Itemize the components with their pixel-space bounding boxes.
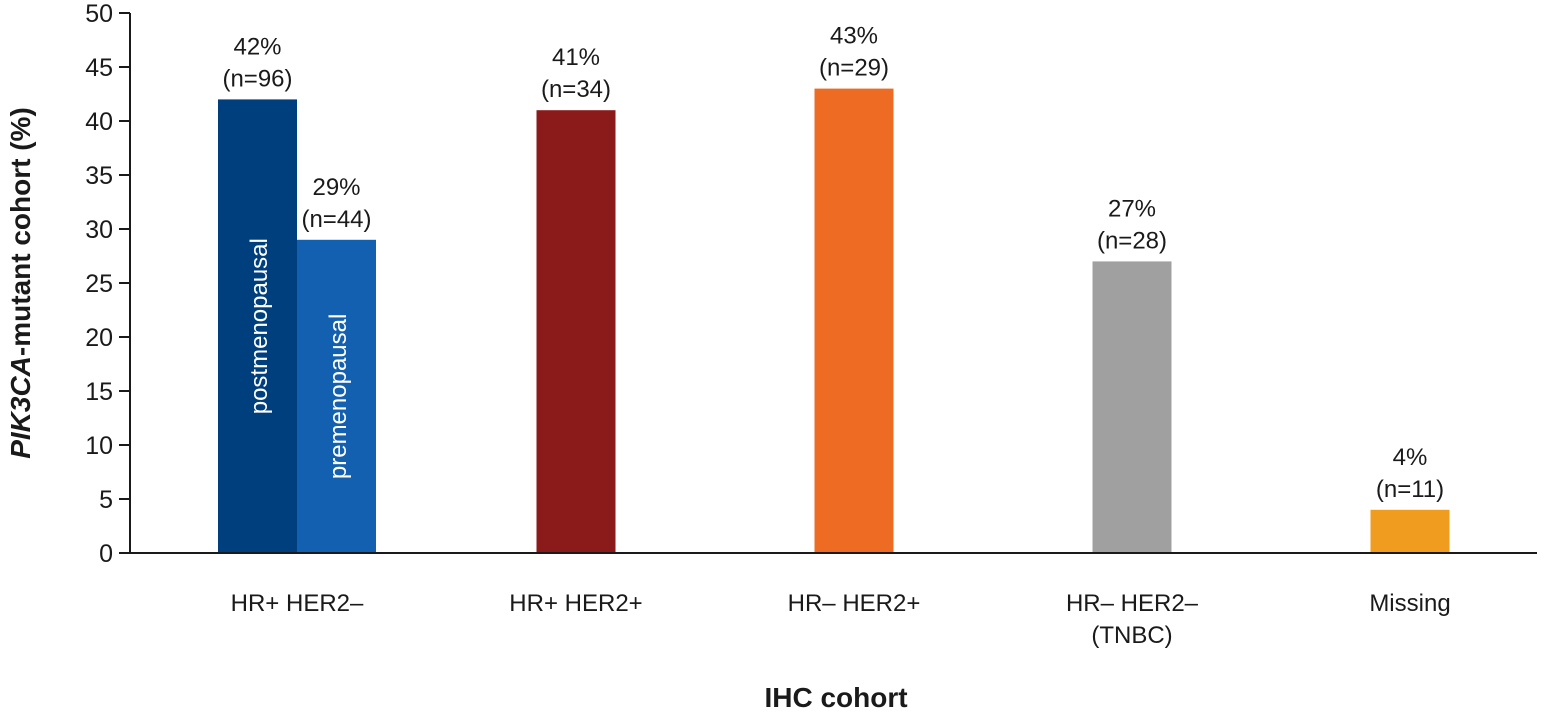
y-tick-label: 50 — [85, 0, 113, 28]
bar-n-label: (n=11) — [1376, 476, 1444, 503]
y-tick-label: 10 — [85, 432, 113, 460]
x-category-label: HR+ HER2– — [231, 590, 364, 617]
y-tick-label: 45 — [85, 54, 113, 82]
y-tick-label: 0 — [99, 540, 113, 568]
y-tick-label: 15 — [85, 378, 113, 406]
bar-percent-label: 42% — [233, 33, 281, 60]
bar-percent-label: 41% — [552, 44, 600, 71]
y-tick-label: 25 — [85, 270, 113, 298]
y-axis-title: PIK3CA-mutant cohort (%) — [5, 107, 36, 459]
x-axis-title: IHC cohort — [764, 682, 907, 712]
bar — [814, 88, 894, 553]
y-tick-label: 20 — [85, 324, 113, 352]
bar-n-label: (n=96) — [222, 65, 292, 92]
bar — [297, 239, 376, 554]
bar-percent-label: 29% — [312, 174, 360, 201]
bar — [536, 110, 616, 553]
bar-subgroup-label: postmenopausal — [246, 238, 273, 414]
bars-layer — [218, 88, 1450, 554]
bar-n-label: (n=29) — [819, 55, 889, 82]
bar — [1370, 509, 1450, 553]
bar-percent-label: 43% — [830, 23, 878, 50]
y-axis-title-rest: -mutant cohort (%) — [5, 107, 36, 356]
y-tick-label: 30 — [85, 216, 113, 244]
x-category-label: (TNBC) — [1091, 622, 1172, 649]
bar-n-label: (n=34) — [541, 76, 611, 103]
bar-n-label: (n=28) — [1097, 227, 1167, 254]
y-ticks: 0 5 10 15 20 25 30 35 40 45 50 — [85, 0, 130, 568]
x-category-label: HR– HER2+ — [788, 590, 921, 617]
y-tick-label: 5 — [99, 486, 113, 514]
bar-percent-label: 4% — [1393, 444, 1428, 471]
bar — [218, 99, 297, 554]
bar — [1092, 261, 1172, 553]
bar-n-label: (n=44) — [301, 206, 371, 233]
y-tick-label: 35 — [85, 162, 113, 190]
y-axis-title-italic: PIK3CA — [5, 356, 36, 459]
labels-layer: 42% (n=96) postmenopausal 29% (n=44) premenop… — [222, 23, 1444, 503]
bar-percent-label: 27% — [1108, 195, 1156, 222]
y-tick-label: 40 — [85, 108, 113, 136]
bar-subgroup-label: premenopausal — [325, 314, 352, 479]
x-category-label: Missing — [1369, 590, 1450, 617]
x-category-label: HR+ HER2+ — [509, 590, 642, 617]
x-category-label: HR– HER2– — [1066, 590, 1199, 617]
x-category-labels: HR+ HER2– HR+ HER2+ HR– HER2+ HR– HER2– (TNB… — [231, 590, 1451, 649]
